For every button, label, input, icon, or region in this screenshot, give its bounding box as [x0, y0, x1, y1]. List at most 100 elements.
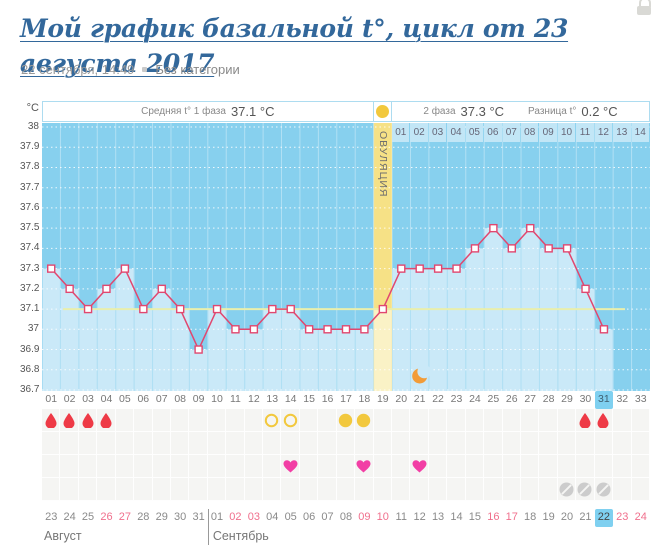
event-cell	[594, 432, 614, 455]
phase2-day-label: 01	[392, 123, 410, 142]
calendar-date: 31	[192, 511, 205, 523]
phase2-day-label: 03	[428, 123, 447, 142]
calendar-date: 25	[81, 511, 95, 523]
intercourse-heart-icon	[412, 459, 427, 472]
event-cell	[613, 409, 632, 432]
event-cell	[226, 478, 245, 501]
event-cell	[355, 409, 374, 432]
x-axis-day: 12	[248, 393, 260, 405]
event-cell	[410, 409, 429, 432]
y-tick-label: 36.9	[20, 343, 40, 355]
calendar-date: 30	[174, 511, 187, 523]
disturbance-icon	[596, 482, 611, 496]
x-axis-day: 21	[413, 393, 426, 405]
calendar-date: 05	[284, 511, 297, 523]
event-cell	[189, 409, 208, 432]
event-cell	[244, 432, 264, 455]
event-cell	[355, 455, 374, 478]
event-cell	[134, 409, 153, 432]
temperature-plot: 01 02 03 04 05 06 07 08 09 10 11 12 13 14 ОВУЛЯЦИЯ	[42, 123, 650, 391]
menstruation-drop-icon	[100, 412, 112, 428]
x-axis-day: 27	[524, 393, 537, 405]
event-cell	[170, 478, 190, 501]
menstruation-drop-icon	[45, 412, 57, 428]
y-tick-label: 37.4	[20, 242, 40, 254]
event-cell	[447, 409, 466, 432]
event-cell	[355, 478, 374, 501]
event-cell	[594, 409, 614, 432]
event-cell	[576, 432, 595, 455]
event-cell	[594, 455, 614, 478]
calendar-date: 15	[468, 511, 482, 523]
phase2-day-label: 06	[484, 123, 502, 142]
event-cell	[115, 455, 135, 478]
calendar-date: 16	[487, 511, 500, 523]
x-axis-day: 10	[211, 393, 223, 405]
x-axis-days: 01 02 03 04 05 06 07 08 09 10 11 12 13 14 15 16 17 18 19 20…	[42, 391, 650, 409]
x-axis-day: 24	[469, 393, 481, 405]
event-cell	[281, 432, 300, 455]
y-tick-label: 37.9	[20, 141, 40, 153]
calendar-date: 21	[579, 511, 592, 523]
event-cell	[557, 478, 577, 501]
event-cell	[97, 455, 116, 478]
event-cell	[299, 432, 319, 455]
menstruation-drop-icon	[63, 412, 75, 428]
event-cell	[410, 455, 429, 478]
event-cell	[576, 478, 595, 501]
event-cell	[170, 409, 190, 432]
event-cell	[189, 432, 208, 455]
event-cell	[299, 409, 319, 432]
phase2-average-box: 2 фаза 37.3 °C Разница t° 0.2 °C	[392, 101, 650, 122]
event-cell	[613, 455, 632, 478]
event-row	[42, 455, 650, 478]
event-cell	[42, 432, 61, 455]
intercourse-heart-icon	[283, 459, 298, 472]
event-cell	[502, 478, 521, 501]
x-axis-day: 29	[561, 393, 573, 405]
calendar-date: 23	[616, 511, 629, 523]
x-axis-day: 28	[542, 393, 555, 405]
calendar-date: 12	[413, 511, 426, 523]
phase2-day-label: 07	[502, 123, 520, 142]
event-cell	[520, 409, 540, 432]
event-cell	[152, 409, 171, 432]
event-cell	[226, 409, 245, 432]
phase2-day-label: 10	[557, 123, 576, 142]
x-axis-day: 25	[487, 393, 500, 405]
ovulation-test-positive-icon	[357, 413, 371, 427]
event-cell	[281, 409, 300, 432]
x-axis-day: 33	[634, 393, 647, 405]
event-row	[42, 409, 650, 432]
event-cell	[392, 455, 411, 478]
event-cell	[263, 478, 282, 501]
category-link[interactable]: Без категории	[155, 62, 240, 77]
x-axis-day: 03	[82, 393, 94, 405]
event-cell	[152, 478, 171, 501]
event-cell	[207, 478, 227, 501]
event-cell	[594, 478, 614, 501]
post-date: 22 сентября, 14:49	[21, 62, 135, 77]
x-axis-day: 05	[119, 393, 131, 405]
x-axis-day: 07	[155, 393, 168, 405]
event-cell	[318, 432, 337, 455]
event-cell	[42, 409, 61, 432]
event-cell	[336, 478, 356, 501]
calendar-date: 04	[266, 511, 279, 523]
event-cell	[502, 432, 521, 455]
event-cell	[613, 432, 632, 455]
x-axis-day: 11	[229, 393, 241, 405]
bbt-chart: °C 38 37.9 37.8 37.7 37.6 37.5 37.4 37.3 37.2 37.…	[20, 97, 650, 545]
calendar-date: 24	[63, 511, 76, 523]
intercourse-heart-icon	[356, 459, 371, 472]
event-cell	[484, 432, 503, 455]
event-cell	[263, 432, 282, 455]
event-cell	[244, 478, 264, 501]
phase2-day-label: 12	[594, 123, 613, 142]
event-cell	[392, 409, 411, 432]
event-cell	[189, 478, 208, 501]
x-axis-day: 01	[45, 393, 58, 405]
page-title[interactable]: Мой график базальной t°, цикл от 23 авгу…	[20, 13, 569, 78]
event-cell	[336, 409, 356, 432]
